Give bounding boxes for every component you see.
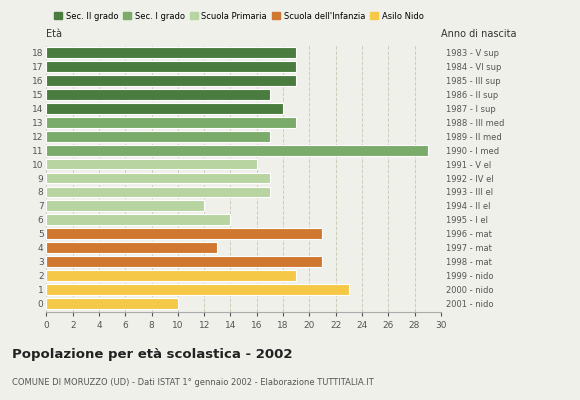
Bar xyxy=(46,103,283,114)
Text: Popolazione per età scolastica - 2002: Popolazione per età scolastica - 2002 xyxy=(12,348,292,361)
Bar xyxy=(46,47,296,58)
Bar xyxy=(46,131,270,142)
Bar xyxy=(46,61,296,72)
Bar xyxy=(46,284,349,295)
Bar xyxy=(46,270,296,281)
Text: Età: Età xyxy=(46,29,63,39)
Bar xyxy=(46,75,296,86)
Bar xyxy=(46,186,270,198)
Legend: Sec. II grado, Sec. I grado, Scuola Primaria, Scuola dell'Infanzia, Asilo Nido: Sec. II grado, Sec. I grado, Scuola Prim… xyxy=(50,8,427,24)
Bar xyxy=(46,242,218,253)
Bar xyxy=(46,158,257,170)
Bar xyxy=(46,298,178,309)
Bar xyxy=(46,117,296,128)
Text: Anno di nascita: Anno di nascita xyxy=(441,29,516,39)
Bar xyxy=(46,200,204,211)
Bar xyxy=(46,172,270,184)
Bar xyxy=(46,145,427,156)
Bar xyxy=(46,228,322,239)
Text: COMUNE DI MORUZZO (UD) - Dati ISTAT 1° gennaio 2002 - Elaborazione TUTTITALIA.IT: COMUNE DI MORUZZO (UD) - Dati ISTAT 1° g… xyxy=(12,378,374,387)
Bar xyxy=(46,89,270,100)
Bar xyxy=(46,256,322,267)
Bar xyxy=(46,214,230,225)
